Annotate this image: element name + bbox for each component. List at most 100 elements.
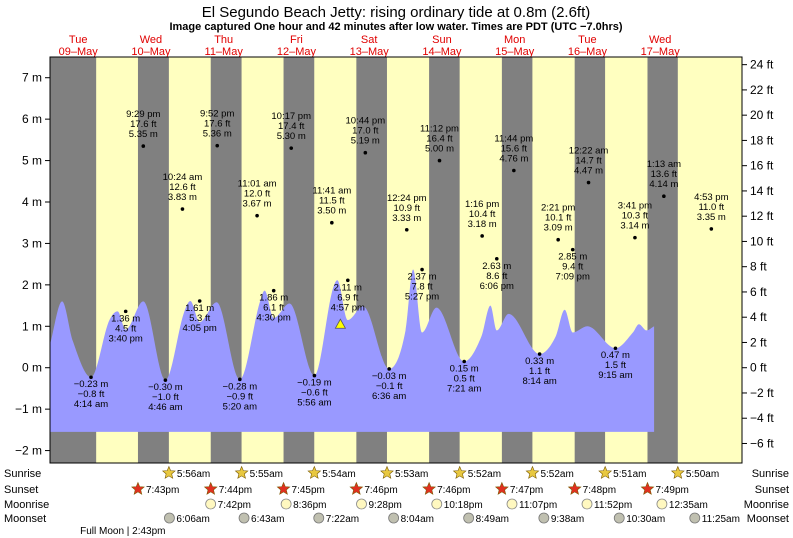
right-axis-feet: −6 ft −4 ft −2 ft 0 ft 2 ft 4 ft 6 ft 8 ft 10 ft…	[742, 58, 774, 450]
low-tide-label: 1.61 m 5.3 ft 4:05 pm	[183, 303, 217, 334]
right-axis-tick-label: 8 ft	[750, 260, 767, 274]
tide-extreme-point	[141, 144, 146, 148]
sunrise-icon	[234, 465, 249, 479]
day-name: Wed	[140, 34, 162, 46]
moonrise-time: 11:52pm	[594, 500, 632, 511]
tide-extreme-point	[123, 309, 128, 314]
sunrise-time: 5:51am	[613, 469, 646, 480]
sunset-time: 7:46pm	[437, 485, 470, 496]
right-axis-tick-label: −6 ft	[750, 436, 774, 450]
low-tide-label: 2.63 m 8.6 ft 6:06 pm	[480, 261, 514, 292]
sunset-icon	[203, 481, 218, 495]
day-name: Mon	[504, 34, 525, 46]
sunset-icon	[276, 481, 291, 495]
moonrise-icon	[656, 498, 668, 510]
tide-extreme-point	[556, 237, 560, 242]
right-axis-tick-label: 18 ft	[750, 133, 774, 147]
right-axis-tick-label: 24 ft	[750, 58, 774, 72]
low-tide-label: 0.33 m 1.1 ft 8:14 am	[522, 356, 556, 387]
moonrise-time: 7:42pm	[218, 500, 251, 511]
sunrise-icon	[161, 465, 176, 479]
moonrise-icon	[431, 498, 443, 510]
left-axis-tick-label: 7 m	[22, 71, 42, 85]
tide-extreme-point	[537, 352, 542, 356]
sunrise-time: 5:52am	[540, 469, 573, 480]
chart-subtitle: Image captured One hour and 42 minutes a…	[169, 21, 622, 33]
moonrise-icon	[280, 498, 292, 510]
sunset-time: 7:44pm	[219, 485, 252, 496]
high-tide-label: 11:01 am 12.0 ft 3.67 m	[238, 179, 277, 210]
high-tide-label: 11:41 am 11.5 ft 3.50 m	[312, 186, 351, 217]
tide-extreme-point	[662, 194, 666, 198]
tide-extreme-point	[437, 158, 442, 163]
day-date: 13–May	[350, 46, 390, 58]
high-tide-label: 1:13 am 13.6 ft 4.14 m	[647, 159, 681, 190]
moonrise-icon	[506, 498, 518, 510]
plot-frame	[49, 56, 743, 464]
moonset-icon	[388, 512, 400, 524]
low-tide-label: −0.23 m −0.8 ft 4:14 am	[74, 379, 109, 410]
day-date: 15–May	[495, 46, 535, 58]
moonset-icon	[164, 512, 175, 524]
sunset-time: 7:46pm	[364, 485, 397, 496]
tide-extreme-point	[387, 367, 391, 371]
moonrise-time: 9:28pm	[369, 500, 402, 511]
day-name: Tue	[69, 34, 88, 46]
left-axis-tick-label: −1 m	[15, 402, 42, 416]
right-axis-tick-label: 0 ft	[750, 361, 767, 375]
right-axis-tick-label: 4 ft	[750, 310, 767, 324]
tide-extreme-point	[215, 143, 220, 148]
moonset-time: 8:49am	[476, 514, 509, 525]
sunrise-time: 5:53am	[395, 469, 428, 480]
day-name: Tue	[578, 34, 597, 46]
sunset-icon	[422, 481, 437, 495]
sunset-icon	[494, 481, 509, 495]
sunset-time: 7:45pm	[292, 485, 325, 496]
day-labels: Tue09–MayWed10–MayThu11–MayFri12–MaySat1…	[59, 34, 681, 58]
low-tide-label: −0.03 m −0.1 ft 6:36 am	[372, 371, 407, 402]
day-name: Sun	[432, 34, 452, 46]
tide-extreme-point	[346, 278, 350, 283]
sunrise-time: 5:52am	[468, 469, 501, 480]
tide-extreme-point	[363, 150, 368, 155]
tide-extreme-point	[197, 299, 202, 303]
moonset-time: 9:38am	[551, 514, 584, 525]
moonset-icon	[238, 512, 250, 524]
right-axis-tick-label: 20 ft	[750, 108, 774, 122]
sun-moon-rows: Sunrise Sunset Moonrise Moonset Sunrise …	[4, 465, 789, 537]
moonset-icon	[313, 512, 325, 524]
high-tide-label: 1:16 pm 10.4 ft 3.18 m	[465, 199, 499, 230]
moonset-time: 7:22am	[326, 514, 359, 525]
moonrise-icon	[356, 498, 367, 510]
tide-extreme-point	[494, 256, 499, 261]
moonset-time: 6:43am	[251, 514, 284, 525]
high-tide-label: 3:41 pm 10.3 ft 3.14 m	[618, 201, 652, 232]
sunrise-time: 5:50am	[686, 469, 719, 480]
full-moon-note: Full Moon | 2:43pm	[80, 526, 165, 537]
tide-extremes: −0.23 m −0.8 ft 4:14 am 1.36 m 4.5 ft 3:40 pm…	[74, 109, 729, 413]
tide-extreme-point	[180, 207, 185, 211]
tide-extreme-point	[613, 346, 618, 351]
tide-extreme-point	[633, 235, 637, 240]
right-axis-tick-label: −2 ft	[750, 386, 774, 400]
low-tide-label: 1.86 m 6.1 ft 4:30 pm	[257, 293, 291, 324]
sunset-time: 7:48pm	[583, 485, 616, 496]
day-date: 12–May	[277, 46, 317, 58]
low-tide-label: 2.37 m 7.8 ft 5:27 pm	[405, 272, 439, 303]
left-axis-meters: −2 m −1 m 0 m 1 m 2 m 3 m 4 m 5 m 6 m 7 m	[15, 71, 50, 458]
sunset-icon	[640, 481, 655, 495]
left-axis-tick-label: 2 m	[22, 278, 42, 292]
left-axis-tick-label: −2 m	[15, 444, 42, 458]
left-axis-tick-label: 1 m	[22, 319, 42, 333]
tide-extreme-point	[512, 168, 516, 173]
moonrise-icon	[581, 498, 593, 510]
right-axis-tick-label: 12 ft	[750, 209, 774, 223]
sunset-icon	[567, 481, 582, 495]
chart-title: El Segundo Beach Jetty: rising ordinary …	[202, 4, 591, 21]
moonset-label-right: Moonset	[747, 513, 789, 525]
tide-extreme-point	[289, 146, 294, 150]
high-tide-label: 10:17 pm 17.4 ft 5.30 m	[271, 111, 311, 142]
tide-extreme-point	[163, 378, 168, 382]
left-axis-tick-label: 3 m	[22, 236, 42, 250]
